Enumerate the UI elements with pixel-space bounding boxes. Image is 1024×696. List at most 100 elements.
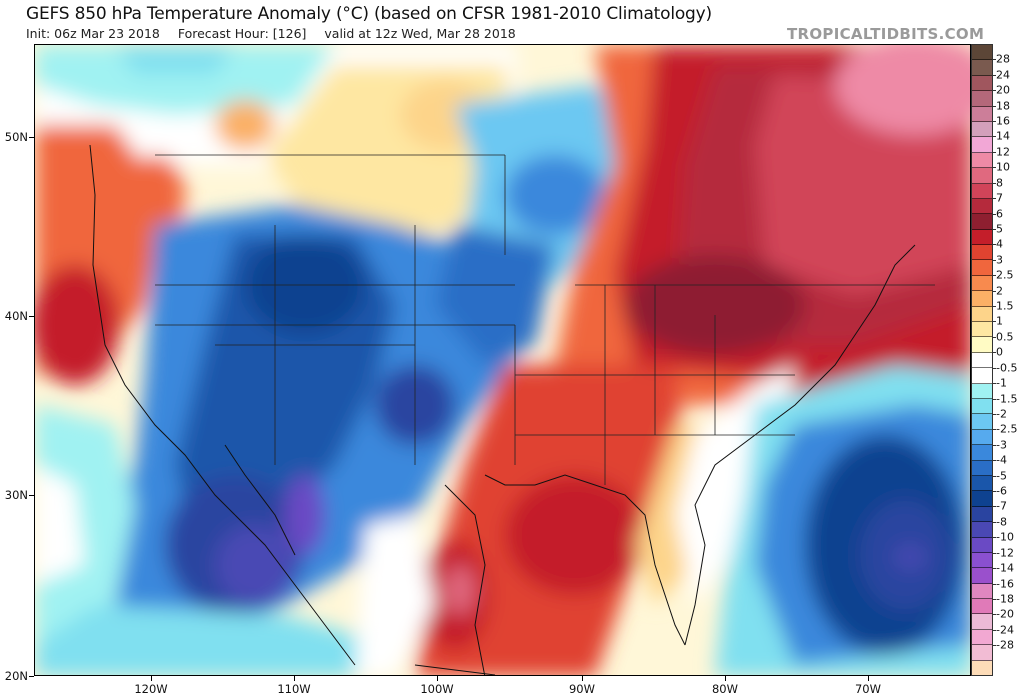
colorbar-segment (972, 121, 992, 138)
colorbar-tick (992, 136, 996, 138)
colorbar-label: -2 (996, 407, 1007, 421)
chart-subtitle: Init: 06z Mar 23 2018 Forecast Hour: [12… (26, 26, 530, 41)
colorbar-segment (972, 506, 992, 523)
colorbar-label: -2.5 (996, 422, 1018, 436)
colorbar-label: 0.5 (996, 330, 1014, 344)
colorbar-label: 1.5 (996, 299, 1014, 313)
anomaly-map (34, 44, 971, 676)
latitude-label: 40N (4, 309, 28, 323)
colorbar-segment (972, 337, 992, 353)
colorbar-label: -1.5 (996, 392, 1018, 406)
longitude-label: 70W (854, 682, 882, 696)
colorbar-tick (992, 275, 996, 277)
brand-watermark: TROPICALTIDBITS.COM (787, 25, 985, 43)
colorbar-tick (992, 475, 996, 477)
colorbar-segment (972, 552, 992, 569)
latitude-label: 20N (4, 669, 28, 683)
colorbar-label: -3 (996, 438, 1007, 452)
colorbar-tick (992, 598, 996, 600)
colorbar-tick (992, 413, 996, 415)
colorbar-tick (992, 151, 996, 153)
colorbar-segment (972, 583, 992, 600)
colorbar-label: -5 (996, 469, 1007, 483)
colorbar-tick (992, 367, 996, 369)
colorbar-segment (972, 383, 992, 399)
colorbar-tick (992, 491, 996, 493)
colorbar-label: -12 (996, 546, 1014, 560)
colorbar-segment (972, 45, 992, 61)
colorbar-segment (972, 537, 992, 553)
longitude-tick (437, 676, 438, 681)
colorbar-segment (972, 599, 992, 615)
colorbar-segment (972, 198, 992, 215)
colorbar-segment (972, 429, 992, 446)
init-time: Init: 06z Mar 23 2018 (26, 26, 160, 41)
colorbar-segment (972, 245, 992, 261)
colorbar-tick (992, 429, 996, 431)
colorbar-segment (972, 614, 992, 630)
longitude-tick (868, 676, 869, 681)
colorbar-segment (972, 137, 992, 153)
colorbar-label: 2 (996, 284, 1003, 298)
colorbar-segment (972, 291, 992, 307)
colorbar-label: -8 (996, 515, 1007, 529)
colorbar-tick (992, 583, 996, 585)
colorbar-segment (972, 398, 992, 415)
colorbar-tick (992, 336, 996, 338)
colorbar-segment (972, 229, 992, 246)
longitude-tick (151, 676, 152, 681)
colorbar-label: -16 (996, 577, 1014, 590)
colorbar-segment (972, 368, 992, 384)
colorbar-segment (972, 445, 992, 461)
colorbar-segment (972, 568, 992, 584)
chart-title: GEFS 850 hPa Temperature Anomaly (°C) (b… (26, 4, 712, 24)
colorbar-label: 24 (996, 68, 1010, 82)
colorbar-tick (992, 90, 996, 92)
colorbar-segment (972, 352, 992, 369)
longitude-label: 110W (277, 682, 311, 696)
colorbar-segment (972, 522, 992, 538)
colorbar-segment (972, 645, 992, 661)
colorbar-label: -1 (996, 376, 1007, 390)
latitude-tick (29, 676, 34, 677)
colorbar-segment (972, 260, 992, 276)
colorbar-label: -10 (996, 530, 1014, 544)
colorbar-segment (972, 106, 992, 122)
colorbar-label: -0.5 (996, 361, 1018, 375)
colorbar-tick (992, 568, 996, 570)
colorbar-segment (972, 168, 992, 184)
colorbar-label: 18 (996, 99, 1010, 113)
colorbar-label: 28 (996, 52, 1010, 66)
colorbar-label: 0 (996, 345, 1003, 359)
colorbar-tick (992, 198, 996, 200)
colorbar-tick (992, 629, 996, 631)
latitude-tick (29, 495, 34, 496)
latitude-label: 30N (4, 488, 28, 502)
colorbar-label: 6 (996, 207, 1003, 221)
colorbar-tick (992, 352, 996, 354)
colorbar-tick (992, 321, 996, 323)
colorbar-segment (972, 475, 992, 492)
colorbar-label: -18 (996, 592, 1014, 606)
colorbar-segment (972, 460, 992, 476)
longitude-label: 120W (134, 682, 168, 696)
colorbar-segment (972, 306, 992, 323)
longitude-label: 80W (711, 682, 739, 696)
colorbar-segment (972, 91, 992, 107)
map-graphic (35, 45, 970, 675)
latitude-label: 50N (4, 130, 28, 144)
longitude-label: 90W (568, 682, 596, 696)
colorbar-label: 7 (996, 191, 1003, 205)
colorbar-segment (972, 322, 992, 338)
longitude-tick (725, 676, 726, 681)
colorbar-tick (992, 460, 996, 462)
colorbar-label: 3 (996, 253, 1003, 267)
longitude-tick (294, 676, 295, 681)
colorbar-label: 8 (996, 176, 1003, 190)
colorbar-label: -7 (996, 499, 1007, 513)
colorbar-segment (972, 491, 992, 507)
colorbar-tick (992, 244, 996, 246)
colorbar-tick (992, 290, 996, 292)
forecast-hour: Forecast Hour: [126] (177, 26, 307, 41)
colorbar-label: 5 (996, 222, 1003, 236)
